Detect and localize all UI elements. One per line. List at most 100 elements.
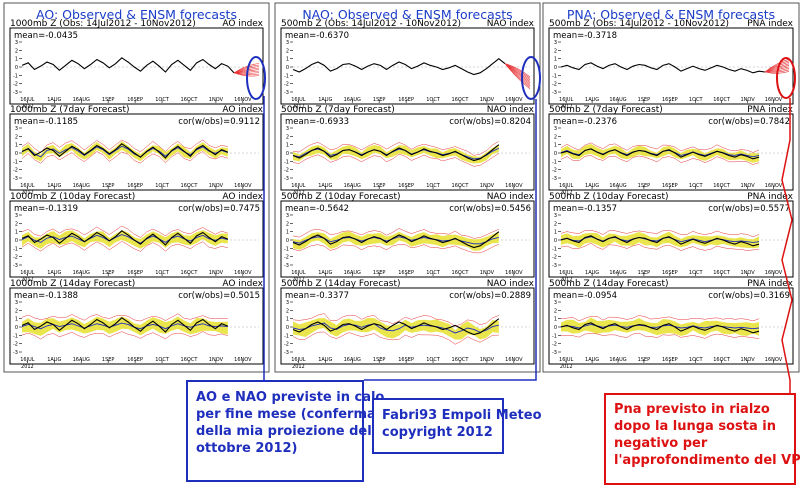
y-tick-label: -3 xyxy=(552,90,557,96)
ensemble-spread-band xyxy=(293,145,499,164)
ensemble-lower-envelope xyxy=(21,151,228,164)
x-tick-label: 1NOV xyxy=(480,97,495,103)
y-tick-label: -1 xyxy=(552,246,557,252)
y-tick-label: -3 xyxy=(552,176,557,182)
y-tick-label: -2 xyxy=(284,168,289,174)
y-tick-label: -1 xyxy=(13,333,18,339)
y-tick-label: 1 xyxy=(554,57,557,63)
y-tick-label: 0 xyxy=(286,65,289,71)
x-tick-label: 16OCT xyxy=(713,183,731,189)
y-tick-label: -1 xyxy=(13,246,18,252)
ensemble-upper-envelope xyxy=(21,225,228,238)
y-tick-label: -3 xyxy=(284,90,289,96)
x-tick-label: 1OCT xyxy=(155,270,170,276)
x-tick-label: 1OCT xyxy=(689,270,704,276)
forecast-line xyxy=(292,236,499,245)
x-tick-label: 16AUG xyxy=(73,97,90,103)
y-tick-label: -1 xyxy=(284,159,289,165)
x-tick-label: 1SEP xyxy=(373,357,386,363)
y-tick-label: 0 xyxy=(15,238,18,244)
x-tick-label: 16OCT xyxy=(181,183,199,189)
x-tick-label: 16NOV xyxy=(505,357,523,363)
x-tick-label: 1NOV xyxy=(740,270,755,276)
x-tick-label: 1NOV xyxy=(480,270,495,276)
x-tick-label: 1AUG xyxy=(585,357,599,363)
panel-label: 500mb Z (14day Forecast) xyxy=(281,279,401,289)
panel-correlation-label: cor(w/obs)=0.8204 xyxy=(449,117,531,127)
observed-line xyxy=(21,230,229,246)
x-tick-label: 16NOV xyxy=(234,183,252,189)
observed-line xyxy=(292,144,500,162)
y-tick-label: 1 xyxy=(286,143,289,149)
x-tick-label: 16OCT xyxy=(181,270,199,276)
x-tick-label: 1SEP xyxy=(102,357,115,363)
y-tick-label: 3 xyxy=(15,126,18,132)
ensemble-upper-envelope xyxy=(21,139,228,154)
x-tick-label: 16OCT xyxy=(713,270,731,276)
x-tick-label: 1AUG xyxy=(318,270,332,276)
y-tick-label: 2 xyxy=(286,48,289,54)
panel-14day: 500mb Z (14day Forecast) NAO index mean=-0… xyxy=(280,279,535,370)
y-tick-label: -3 xyxy=(552,350,557,356)
x-tick-label: 1AUG xyxy=(318,97,332,103)
forecast-line xyxy=(560,323,760,330)
y-tick-label: 1 xyxy=(554,143,557,149)
x-tick-label: 16JUL xyxy=(559,357,573,363)
ensemble-upper-envelope xyxy=(560,315,760,322)
x-tick-label: 16OCT xyxy=(713,97,731,103)
x-tick-label: 1NOV xyxy=(480,183,495,189)
y-tick-label: -1 xyxy=(13,73,18,79)
y-tick-label: -2 xyxy=(552,168,557,174)
y-tick-label: 2 xyxy=(554,221,557,227)
x-tick-label: 16JUL xyxy=(559,97,573,103)
forecast-line xyxy=(292,322,499,334)
connector-nao xyxy=(364,99,537,381)
x-tick-label: 1OCT xyxy=(426,357,441,363)
panel-mean-label: mean=-0.2376 xyxy=(553,117,617,127)
y-tick-label: 2 xyxy=(286,134,289,140)
panel-correlation-label: cor(w/obs)=0.9112 xyxy=(178,117,260,127)
panel-label: 1000mb Z (14day Forecast) xyxy=(10,279,135,289)
observed-line xyxy=(560,62,766,74)
y-tick-label: 1 xyxy=(15,317,18,323)
observed-line xyxy=(292,57,506,76)
y-tick-label: -2 xyxy=(552,82,557,88)
panel-index-label: NAO index xyxy=(487,279,535,289)
x-tick-label: 16SEP xyxy=(127,97,143,103)
panel-mean-label: mean=-0.3377 xyxy=(285,291,349,301)
x-tick-label: 16SEP xyxy=(662,270,678,276)
x-tick-label: 16SEP xyxy=(398,357,414,363)
panel-label: 500mb Z (10day Forecast) xyxy=(549,192,669,202)
x-tick-label: 2012 xyxy=(21,277,34,283)
x-tick-label: 1OCT xyxy=(155,97,170,103)
y-tick-label: 2 xyxy=(286,221,289,227)
y-tick-label: 3 xyxy=(286,213,289,219)
panel-index-label: NAO index xyxy=(487,19,535,29)
y-tick-label: 2 xyxy=(554,48,557,54)
panel-mean-label: mean=-0.5642 xyxy=(285,204,349,214)
x-tick-label: 16SEP xyxy=(127,270,143,276)
column-title: PNA: Observed & ENSM forecasts xyxy=(567,7,775,22)
x-tick-label: 1AUG xyxy=(47,183,61,189)
panel-frame xyxy=(548,27,794,105)
x-tick-label: 16JUL xyxy=(20,357,34,363)
x-tick-label: 1NOV xyxy=(740,357,755,363)
x-tick-label: 1OCT xyxy=(155,183,170,189)
x-tick-label: 1AUG xyxy=(47,270,61,276)
x-tick-label: 16NOV xyxy=(505,183,523,189)
panel-label: 1000mb Z (7day Forecast) xyxy=(10,105,130,115)
x-tick-label: 1NOV xyxy=(480,357,495,363)
ensemble-upper-envelope xyxy=(292,141,499,156)
x-tick-label: 16AUG xyxy=(344,97,361,103)
x-tick-label: 1AUG xyxy=(318,357,332,363)
x-tick-label: 16OCT xyxy=(181,357,199,363)
panel-mean-label: mean=-0.1319 xyxy=(14,204,78,214)
x-tick-label: 1SEP xyxy=(638,357,651,363)
panel-index-label: AO index xyxy=(222,19,263,29)
observed-line xyxy=(292,231,500,249)
x-tick-label: 16NOV xyxy=(234,270,252,276)
y-tick-label: -3 xyxy=(552,263,557,269)
y-tick-label: 2 xyxy=(286,308,289,314)
x-tick-label: 16SEP xyxy=(398,97,414,103)
